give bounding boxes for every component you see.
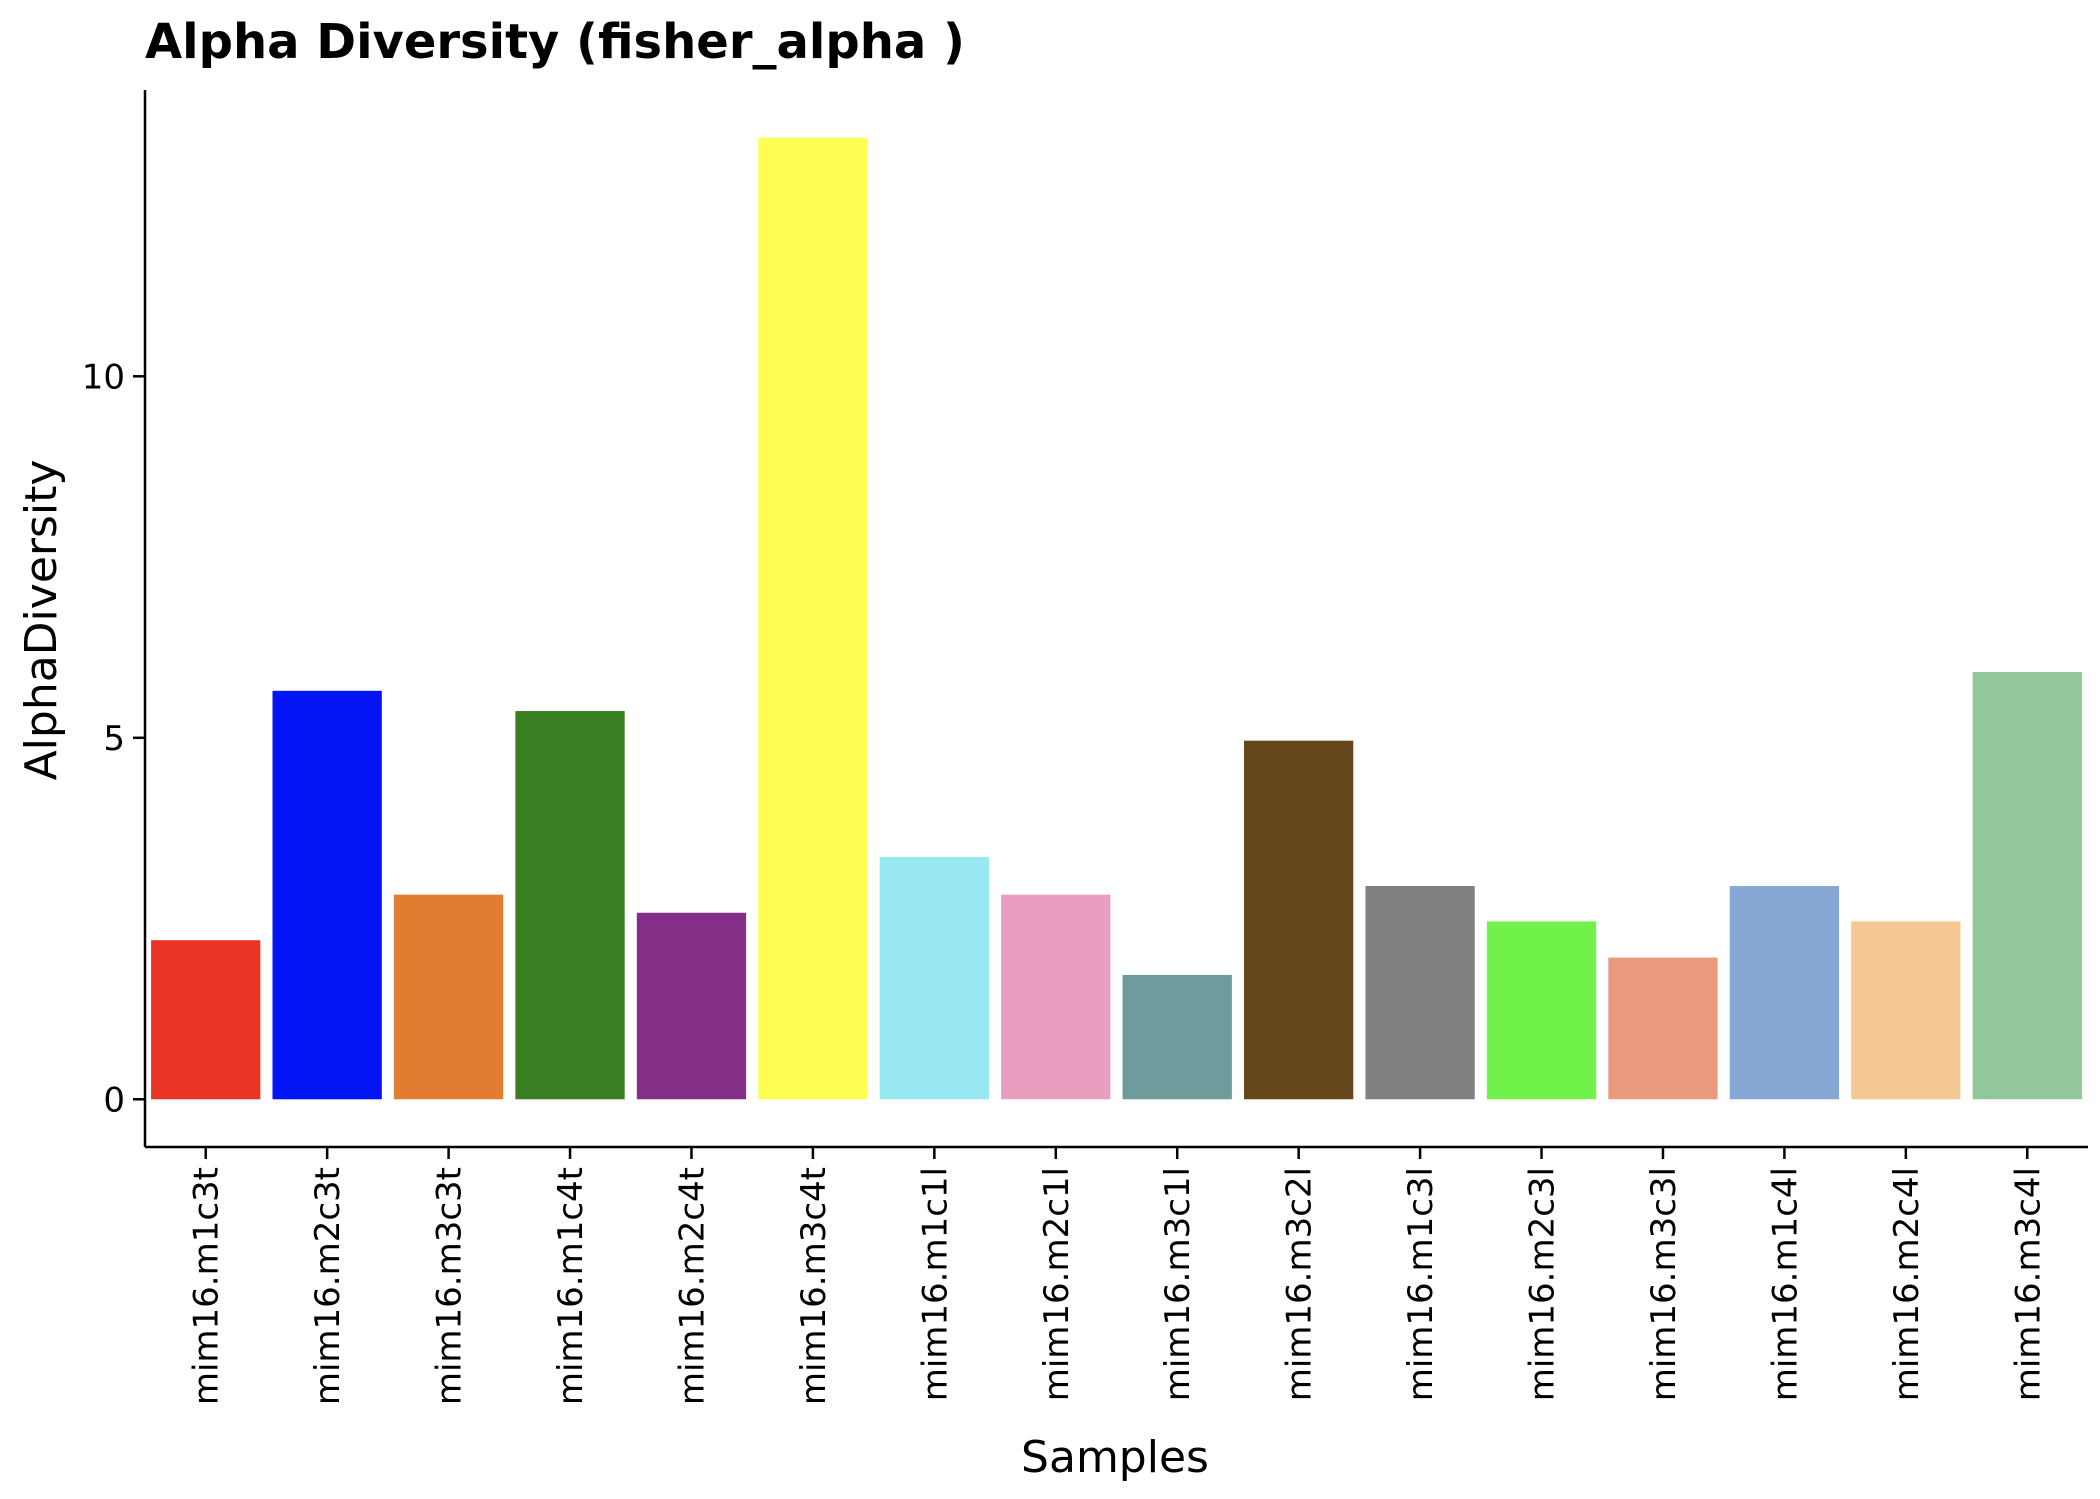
bar-mim16.m2c1l (1001, 894, 1111, 1100)
bar-mim16.m1c4t (515, 711, 625, 1100)
x-axis-title: Samples (1021, 1432, 1209, 1483)
x-tick-label: mim16.m3c3t (430, 1167, 470, 1405)
bar-mim16.m2c3l (1486, 921, 1597, 1100)
y-tick-label: 0 (103, 1080, 125, 1120)
bar-mim16.m1c1l (879, 857, 989, 1100)
bar-mim16.m3c4t (758, 137, 868, 1100)
x-tick-label: mim16.m2c3t (308, 1167, 348, 1405)
x-axis: mim16.m1c3t mim16.m2c3t mim16.m3c3t mim16.m… (145, 1145, 2088, 1405)
x-tick-label: mim16.m2c3l (1523, 1167, 1563, 1401)
bar-mim16.m1c4l (1729, 886, 1840, 1100)
bar-mim16.m3c4l (1972, 672, 2082, 1100)
y-axis-title: AlphaDiversity (16, 460, 67, 781)
x-tick-label: mim16.m3c1l (1158, 1167, 1198, 1401)
x-tick-label: mim16.m3c4l (2008, 1167, 2048, 1401)
x-tick-label: mim16.m1c4t (551, 1167, 591, 1405)
bar-mim16.m1c3l (1365, 886, 1475, 1100)
y-tick-label: 5 (103, 719, 125, 759)
bar-mim16.m2c3t (272, 690, 382, 1100)
x-tick-label: mim16.m2c4l (1887, 1167, 1927, 1401)
bar-mim16.m1c3t (151, 940, 261, 1100)
x-tick-label: mim16.m3c2l (1280, 1167, 1320, 1401)
y-tick-label: 10 (82, 357, 125, 397)
x-tick-label: mim16.m3c3l (1644, 1167, 1684, 1401)
x-tick-label: mim16.m2c4t (672, 1167, 712, 1405)
x-tick-label: mim16.m1c3l (1401, 1167, 1441, 1401)
bar-mim16.m2c4t (636, 912, 747, 1100)
bars (151, 137, 2082, 1100)
bar-mim16.m3c3t (393, 894, 504, 1100)
y-axis: 0 5 10 (82, 90, 147, 1147)
x-tick-label: mim16.m3c4t (794, 1167, 834, 1405)
bar-mim16.m3c2l (1244, 740, 1354, 1100)
x-tick-label: mim16.m1c1l (915, 1167, 955, 1401)
chart-title: Alpha Diversity (fisher_alpha ) (145, 14, 965, 70)
bar-mim16.m3c3l (1608, 957, 1718, 1100)
bar-mim16.m3c1l (1122, 974, 1232, 1100)
x-tick-label: mim16.m1c3t (187, 1167, 227, 1405)
x-tick-label: mim16.m1c4l (1765, 1167, 1805, 1401)
x-tick-label: mim16.m2c1l (1037, 1167, 1077, 1401)
bar-mim16.m2c4l (1851, 921, 1961, 1100)
